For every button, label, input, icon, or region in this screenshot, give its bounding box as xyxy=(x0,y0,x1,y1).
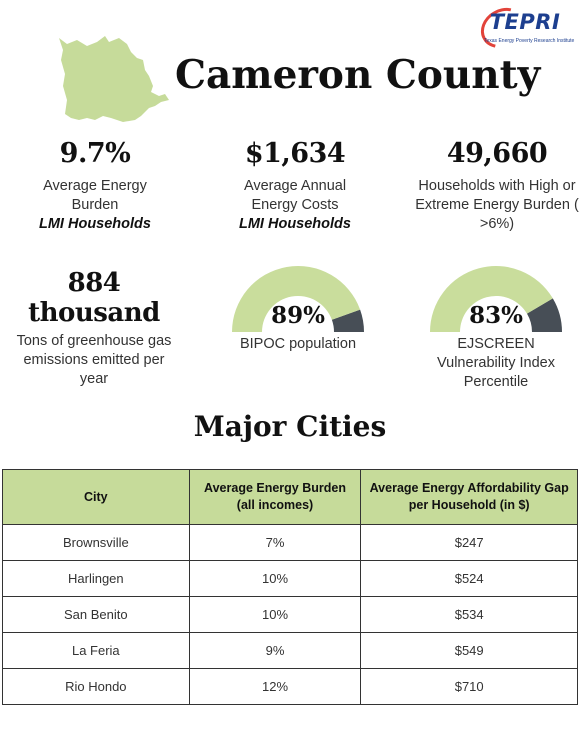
cell-city: La Feria xyxy=(2,632,190,669)
cell-affordability-gap: $710 xyxy=(360,668,578,705)
cell-affordability-gap: $534 xyxy=(360,596,578,633)
section-title: Major Cities xyxy=(193,410,387,443)
table-header-row: City Average Energy Burden (all incomes)… xyxy=(2,469,578,525)
cell-city: San Benito xyxy=(2,596,190,633)
gauge-ejscreen: 83% EJSCREEN Vulnerability Index Percent… xyxy=(418,264,574,392)
stat-energy-costs: $1,634 Average Annual Energy Costs LMI H… xyxy=(220,138,370,234)
stat-emissions: 884 thousand Tons of greenhouse gas emis… xyxy=(0,268,188,389)
column-header-city: City xyxy=(2,469,190,525)
cell-energy-burden: 10% xyxy=(188,596,362,633)
cell-affordability-gap: $549 xyxy=(360,632,578,669)
column-header-affordability-gap: Average Energy Affordability Gap per Hou… xyxy=(360,469,578,525)
stat-energy-burden: 9.7% Average Energy Burden LMI Household… xyxy=(20,138,170,234)
gauge-label: EJSCREEN Vulnerability Index Percentile xyxy=(437,336,555,390)
gauge-chart xyxy=(232,266,364,332)
stat-label: Households with High or Extreme Energy B… xyxy=(415,178,579,232)
gauge-fill-arc xyxy=(430,266,553,332)
table-row: La Feria 9% $549 xyxy=(2,632,578,669)
table-row: Rio Hondo 12% $710 xyxy=(2,668,578,705)
cell-energy-burden: 9% xyxy=(188,632,362,669)
cell-city: Brownsville xyxy=(2,524,190,561)
gauge-value: 83% xyxy=(469,302,523,329)
table-row: Harlingen 10% $524 xyxy=(2,560,578,597)
stat-emphasis: LMI Households xyxy=(239,216,351,232)
gauge-fill-arc xyxy=(232,266,361,332)
cell-city: Rio Hondo xyxy=(2,668,190,705)
logo-subtitle: Texas Energy Poverty Research Institute xyxy=(484,38,575,44)
stat-value: 9.7% xyxy=(59,138,131,169)
gauge-label: BIPOC population xyxy=(239,336,357,352)
county-map-icon xyxy=(59,36,169,122)
gauge-bipoc: 89% BIPOC population xyxy=(220,264,376,354)
cell-energy-burden: 12% xyxy=(188,668,362,705)
stat-emphasis: LMI Households xyxy=(39,216,151,232)
cell-energy-burden: 7% xyxy=(188,524,362,561)
stat-value: 884 thousand xyxy=(28,268,160,328)
table-row: San Benito 10% $534 xyxy=(2,596,578,633)
stat-value: 49,660 xyxy=(446,138,548,169)
gauge-value: 89% xyxy=(271,302,325,329)
stat-label: Average Energy Burden xyxy=(43,178,147,213)
stat-value: $1,634 xyxy=(244,138,346,169)
stat-high-burden-households: 49,660 Households with High or Extreme E… xyxy=(412,138,580,234)
cell-affordability-gap: $524 xyxy=(360,560,578,597)
page-title: Cameron County xyxy=(175,52,541,98)
stat-label: Tons of greenhouse gas emissions emitted… xyxy=(16,333,172,387)
major-cities-table: City Average Energy Burden (all incomes)… xyxy=(2,469,578,705)
logo-text: TEPRI xyxy=(489,10,561,34)
cell-affordability-gap: $247 xyxy=(360,524,578,561)
gauge-remainder-arc xyxy=(526,298,562,332)
gauge-chart xyxy=(430,266,562,332)
cell-energy-burden: 10% xyxy=(188,560,362,597)
tepri-logo: TEPRI Texas Energy Poverty Research Inst… xyxy=(473,0,575,56)
table-row: Brownsville 7% $247 xyxy=(2,524,578,561)
stat-label: Average Annual Energy Costs xyxy=(243,178,347,213)
cell-city: Harlingen xyxy=(2,560,190,597)
column-header-energy-burden: Average Energy Burden (all incomes) xyxy=(188,469,362,525)
gauge-remainder-arc xyxy=(331,309,364,332)
